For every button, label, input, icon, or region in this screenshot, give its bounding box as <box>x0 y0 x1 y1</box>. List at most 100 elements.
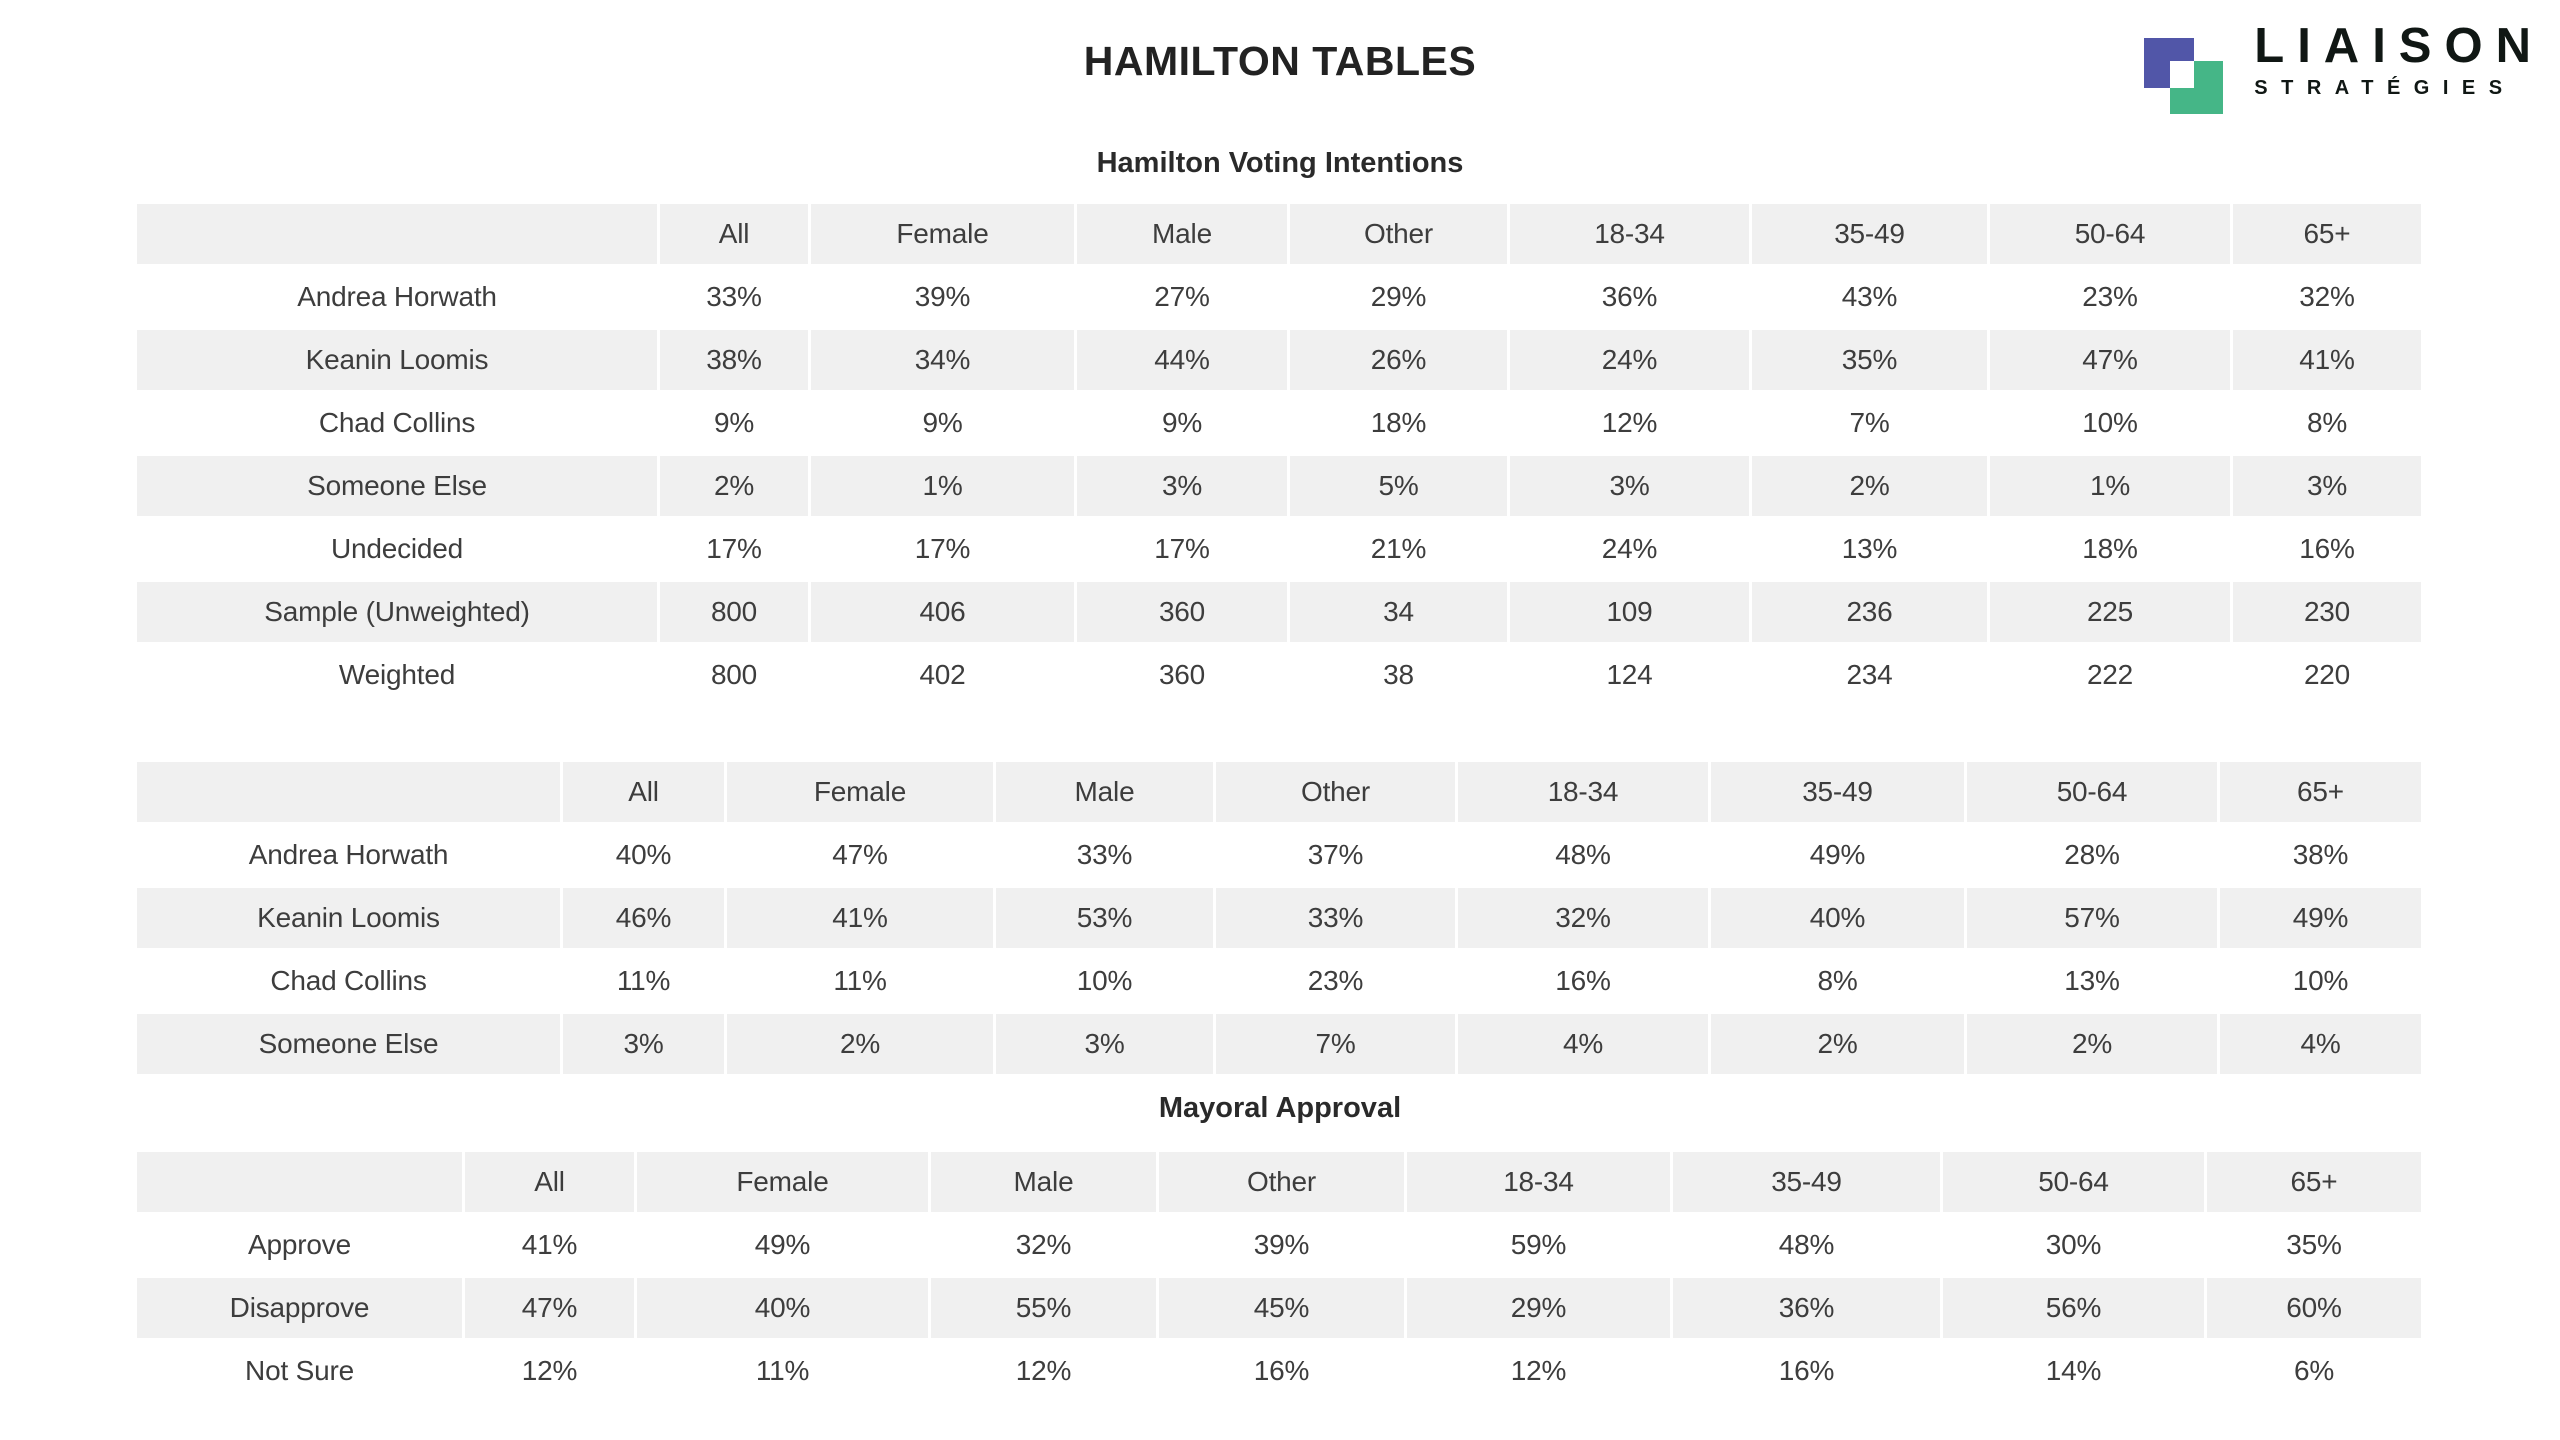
table-row: Keanin Loomis 38% 34% 44% 26% 24% 35% 47% 41% <box>137 330 2421 390</box>
table-cell: 48% <box>1673 1215 1940 1275</box>
table-cell: 3% <box>2233 456 2421 516</box>
table-cell: 800 <box>660 582 808 642</box>
column-header: All <box>660 204 808 264</box>
table-cell: 9% <box>811 393 1074 453</box>
table-cell: 57% <box>1967 888 2217 948</box>
header-row: All Female Male Other 18-34 35-49 50-64 65+ <box>137 204 2421 264</box>
table-cell: 44% <box>1077 330 1287 390</box>
table-cell: 38 <box>1290 645 1507 705</box>
table-cell: 43% <box>1752 267 1987 327</box>
table-cell: 11% <box>637 1341 928 1401</box>
row-label: Keanin Loomis <box>137 330 657 390</box>
table-cell: 18% <box>1990 519 2230 579</box>
table-cell: 9% <box>1077 393 1287 453</box>
table-cell: 402 <box>811 645 1074 705</box>
table-cell: 32% <box>2233 267 2421 327</box>
column-header: 18-34 <box>1458 762 1708 822</box>
table-cell: 12% <box>1407 1341 1670 1401</box>
table-cell: 10% <box>996 951 1213 1011</box>
row-label: Not Sure <box>137 1341 462 1401</box>
table-cell: 2% <box>660 456 808 516</box>
table-cell: 26% <box>1290 330 1507 390</box>
table-cell: 360 <box>1077 582 1287 642</box>
table-cell: 49% <box>637 1215 928 1275</box>
table-cell: 16% <box>1159 1341 1404 1401</box>
table-cell: 236 <box>1752 582 1987 642</box>
table-cell: 49% <box>1711 825 1964 885</box>
table-cell: 8% <box>1711 951 1964 1011</box>
row-label: Disapprove <box>137 1278 462 1338</box>
section-title-mayoral-approval: Mayoral Approval <box>1158 1092 1402 1124</box>
table-cell: 13% <box>1967 951 2217 1011</box>
table-cell: 40% <box>637 1278 928 1338</box>
row-label: Chad Collins <box>137 393 657 453</box>
table-cell: 10% <box>1990 393 2230 453</box>
row-label: Andrea Horwath <box>137 825 560 885</box>
table-cell: 32% <box>931 1215 1156 1275</box>
table-cell: 47% <box>1990 330 2230 390</box>
column-header: Male <box>996 762 1213 822</box>
column-header: Female <box>727 762 993 822</box>
table-cell: 225 <box>1990 582 2230 642</box>
table-row: Someone Else 3% 2% 3% 7% 4% 2% 2% 4% <box>137 1014 2421 1074</box>
overlapping-squares-icon <box>2144 20 2226 120</box>
table-cell: 2% <box>1967 1014 2217 1074</box>
table-cell: 109 <box>1510 582 1749 642</box>
table-cell: 37% <box>1216 825 1455 885</box>
table-cell: 45% <box>1159 1278 1404 1338</box>
table-cell: 32% <box>1458 888 1708 948</box>
table-cell: 24% <box>1510 330 1749 390</box>
column-header: 65+ <box>2207 1152 2421 1212</box>
mayoral-approval-table: All Female Male Other 18-34 35-49 50-64 65+ Appr… <box>134 1149 2424 1404</box>
table-cell: 38% <box>660 330 808 390</box>
table-cell: 28% <box>1967 825 2217 885</box>
column-header: 35-49 <box>1673 1152 1940 1212</box>
table-cell: 16% <box>1458 951 1708 1011</box>
table-cell: 8% <box>2233 393 2421 453</box>
page-title: HAMILTON TABLES <box>1083 38 1477 84</box>
table-cell: 124 <box>1510 645 1749 705</box>
table-cell: 220 <box>2233 645 2421 705</box>
table-cell: 49% <box>2220 888 2421 948</box>
table-cell: 800 <box>660 645 808 705</box>
table-cell: 3% <box>1077 456 1287 516</box>
table-cell: 16% <box>1673 1341 1940 1401</box>
table-cell: 23% <box>1216 951 1455 1011</box>
table-cell: 6% <box>2207 1341 2421 1401</box>
table-cell: 38% <box>2220 825 2421 885</box>
table-row: Not Sure 12% 11% 12% 16% 12% 16% 14% 6% <box>137 1341 2421 1401</box>
row-label: Undecided <box>137 519 657 579</box>
table-cell: 41% <box>2233 330 2421 390</box>
table-cell: 33% <box>996 825 1213 885</box>
row-label: Someone Else <box>137 1014 560 1074</box>
table-cell: 12% <box>931 1341 1156 1401</box>
table-row: Chad Collins 9% 9% 9% 18% 12% 7% 10% 8% <box>137 393 2421 453</box>
table-cell: 2% <box>1711 1014 1964 1074</box>
table-cell: 41% <box>727 888 993 948</box>
table-cell: 27% <box>1077 267 1287 327</box>
row-label-header <box>137 1152 462 1212</box>
table-cell: 1% <box>811 456 1074 516</box>
table-row: Approve 41% 49% 32% 39% 59% 48% 30% 35% <box>137 1215 2421 1275</box>
column-header: 50-64 <box>1967 762 2217 822</box>
row-label: Keanin Loomis <box>137 888 560 948</box>
table-cell: 39% <box>811 267 1074 327</box>
table-cell: 34% <box>811 330 1074 390</box>
table-cell: 2% <box>727 1014 993 1074</box>
table-cell: 35% <box>1752 330 1987 390</box>
column-header: 65+ <box>2220 762 2421 822</box>
table-cell: 406 <box>811 582 1074 642</box>
table-cell: 4% <box>1458 1014 1708 1074</box>
table-cell: 17% <box>660 519 808 579</box>
logo-text: LIAISON STRATÉGIES <box>2254 19 2544 100</box>
table-cell: 36% <box>1673 1278 1940 1338</box>
table-cell: 17% <box>1077 519 1287 579</box>
column-header: Other <box>1290 204 1507 264</box>
table-row: Andrea Horwath 40% 47% 33% 37% 48% 49% 28% 38% <box>137 825 2421 885</box>
table-cell: 5% <box>1290 456 1507 516</box>
table-cell: 11% <box>563 951 724 1011</box>
column-header: 35-49 <box>1752 204 1987 264</box>
column-header: Male <box>1077 204 1287 264</box>
logo-name: LIAISON <box>2254 19 2544 73</box>
